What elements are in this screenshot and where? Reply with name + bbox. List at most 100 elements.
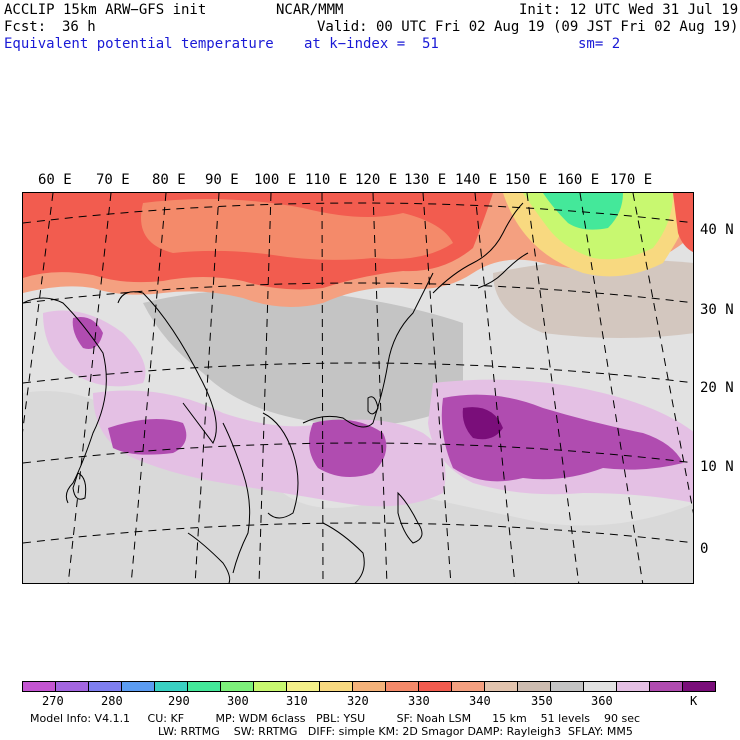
- moist-core: [72, 317, 103, 349]
- longitude-line: [258, 193, 272, 583]
- moist-core: [108, 419, 187, 455]
- longitude-line: [526, 193, 580, 583]
- latitude-line: [23, 362, 693, 384]
- moist-peak: [462, 407, 503, 440]
- lat-label: 40 N: [700, 222, 734, 238]
- lon-label: 160 E: [557, 172, 600, 188]
- coastline: [432, 202, 524, 294]
- moist-region: [93, 390, 446, 507]
- coastline: [477, 252, 529, 289]
- field-name: Equivalent potential temperature: [4, 36, 274, 52]
- colorbar-swatch: [649, 681, 683, 692]
- longitude-line: [579, 193, 644, 583]
- model-title: ACCLIP 15km ARW−GFS init: [4, 2, 207, 18]
- model-info: Model Info: V4.1.1 CU: KF MP: WDM 6class…: [30, 712, 641, 725]
- colorbar-swatch: [550, 681, 584, 692]
- longitude-line: [372, 193, 388, 583]
- lon-label: 150 E: [505, 172, 548, 188]
- map-panel: [22, 192, 694, 584]
- lon-label: 130 E: [404, 172, 447, 188]
- lat-label: 10 N: [700, 459, 734, 475]
- colorbar-tick-label: 320: [347, 694, 369, 708]
- lon-label: 60 E: [38, 172, 72, 188]
- latitude-line: [23, 202, 693, 224]
- longitude-line: [194, 193, 220, 583]
- colorbar-tick-label: 350: [531, 694, 553, 708]
- colorbar-swatch: [484, 681, 518, 692]
- lon-label: 120 E: [355, 172, 398, 188]
- colorbar-swatch: [418, 681, 452, 692]
- graticule: [23, 193, 693, 583]
- coastline: [23, 297, 107, 504]
- longitude-line: [422, 193, 452, 583]
- colorbar-tick-label: 330: [408, 694, 430, 708]
- latitude-line: [23, 282, 693, 304]
- island-outline: [187, 532, 231, 583]
- coastline: [262, 412, 299, 519]
- lon-label: 100 E: [254, 172, 297, 188]
- colorbar-swatch: [22, 681, 56, 692]
- lon-label: 110 E: [305, 172, 348, 188]
- lat-label: 20 N: [700, 380, 734, 396]
- warm-belt: [141, 199, 453, 260]
- longitude-line: [321, 193, 324, 583]
- lon-label: 80 E: [152, 172, 186, 188]
- colorbar: [22, 681, 716, 692]
- level-label: at k−index = 51: [304, 36, 439, 52]
- island-outline: [72, 472, 87, 500]
- smoothing-label: sm= 2: [578, 36, 621, 52]
- colorbar-tick-label: 340: [469, 694, 491, 708]
- gray-region: [493, 259, 693, 338]
- valid-time: Valid: 00 UTC Fri 02 Aug 19 (09 JST Fri …: [317, 19, 739, 35]
- colorbar-tick-label: 290: [168, 694, 190, 708]
- colorbar-tick-label: 280: [101, 694, 123, 708]
- colorbar-swatch: [451, 681, 485, 692]
- colorbar-swatch: [121, 681, 155, 692]
- colorbar-swatch: [319, 681, 353, 692]
- colorbar-swatch: [187, 681, 221, 692]
- longitude-line: [632, 193, 693, 514]
- colorbar-swatch: [385, 681, 419, 692]
- forecast-label: Fcst:: [4, 19, 47, 35]
- colorbar-tick-label: 310: [286, 694, 308, 708]
- init-time: Init: 12 UTC Wed 31 Jul 19: [519, 2, 739, 18]
- physics-info: LW: RRTMG SW: RRTMG DIFF: simple KM: 2D …: [158, 725, 633, 738]
- colorbar-swatch: [55, 681, 89, 692]
- warm-belt: [673, 193, 693, 253]
- colorbar-unit: K: [690, 694, 698, 708]
- colorbar-swatch: [517, 681, 551, 692]
- colorbar-swatch: [352, 681, 386, 692]
- theta-e-field: [23, 193, 693, 583]
- colorbar-swatch: [154, 681, 188, 692]
- forecast-hours: 36 h: [62, 19, 96, 35]
- lon-label: 90 E: [205, 172, 239, 188]
- colorbar-swatch: [616, 681, 650, 692]
- colorbar-swatch: [286, 681, 320, 692]
- latitude-line: [23, 522, 693, 544]
- island-outline: [397, 491, 423, 544]
- colorbar-swatch: [253, 681, 287, 692]
- longitude-line: [130, 193, 167, 583]
- longitude-line: [474, 193, 516, 583]
- colorbar-swatch: [220, 681, 254, 692]
- latitude-line: [23, 442, 693, 464]
- lon-label: 70 E: [96, 172, 130, 188]
- org-label: NCAR/MMM: [276, 2, 344, 18]
- colorbar-swatch: [682, 681, 716, 692]
- gray-region: [143, 289, 463, 426]
- colorbar-tick-label: 300: [227, 694, 249, 708]
- colorbar-tick-label: 360: [591, 694, 613, 708]
- island-outline: [322, 522, 365, 583]
- longitude-line: [67, 193, 112, 583]
- longitude-line: [23, 193, 54, 433]
- coastline: [302, 272, 434, 428]
- colorbar-swatch: [583, 681, 617, 692]
- moist-core: [309, 419, 387, 477]
- lat-label: 30 N: [700, 302, 734, 318]
- lat-label: 0: [700, 541, 709, 557]
- colorbar-swatch: [88, 681, 122, 692]
- lon-label: 140 E: [455, 172, 498, 188]
- colorbar-tick-label: 270: [42, 694, 64, 708]
- lon-label: 170 E: [610, 172, 653, 188]
- island-outline: [367, 396, 379, 415]
